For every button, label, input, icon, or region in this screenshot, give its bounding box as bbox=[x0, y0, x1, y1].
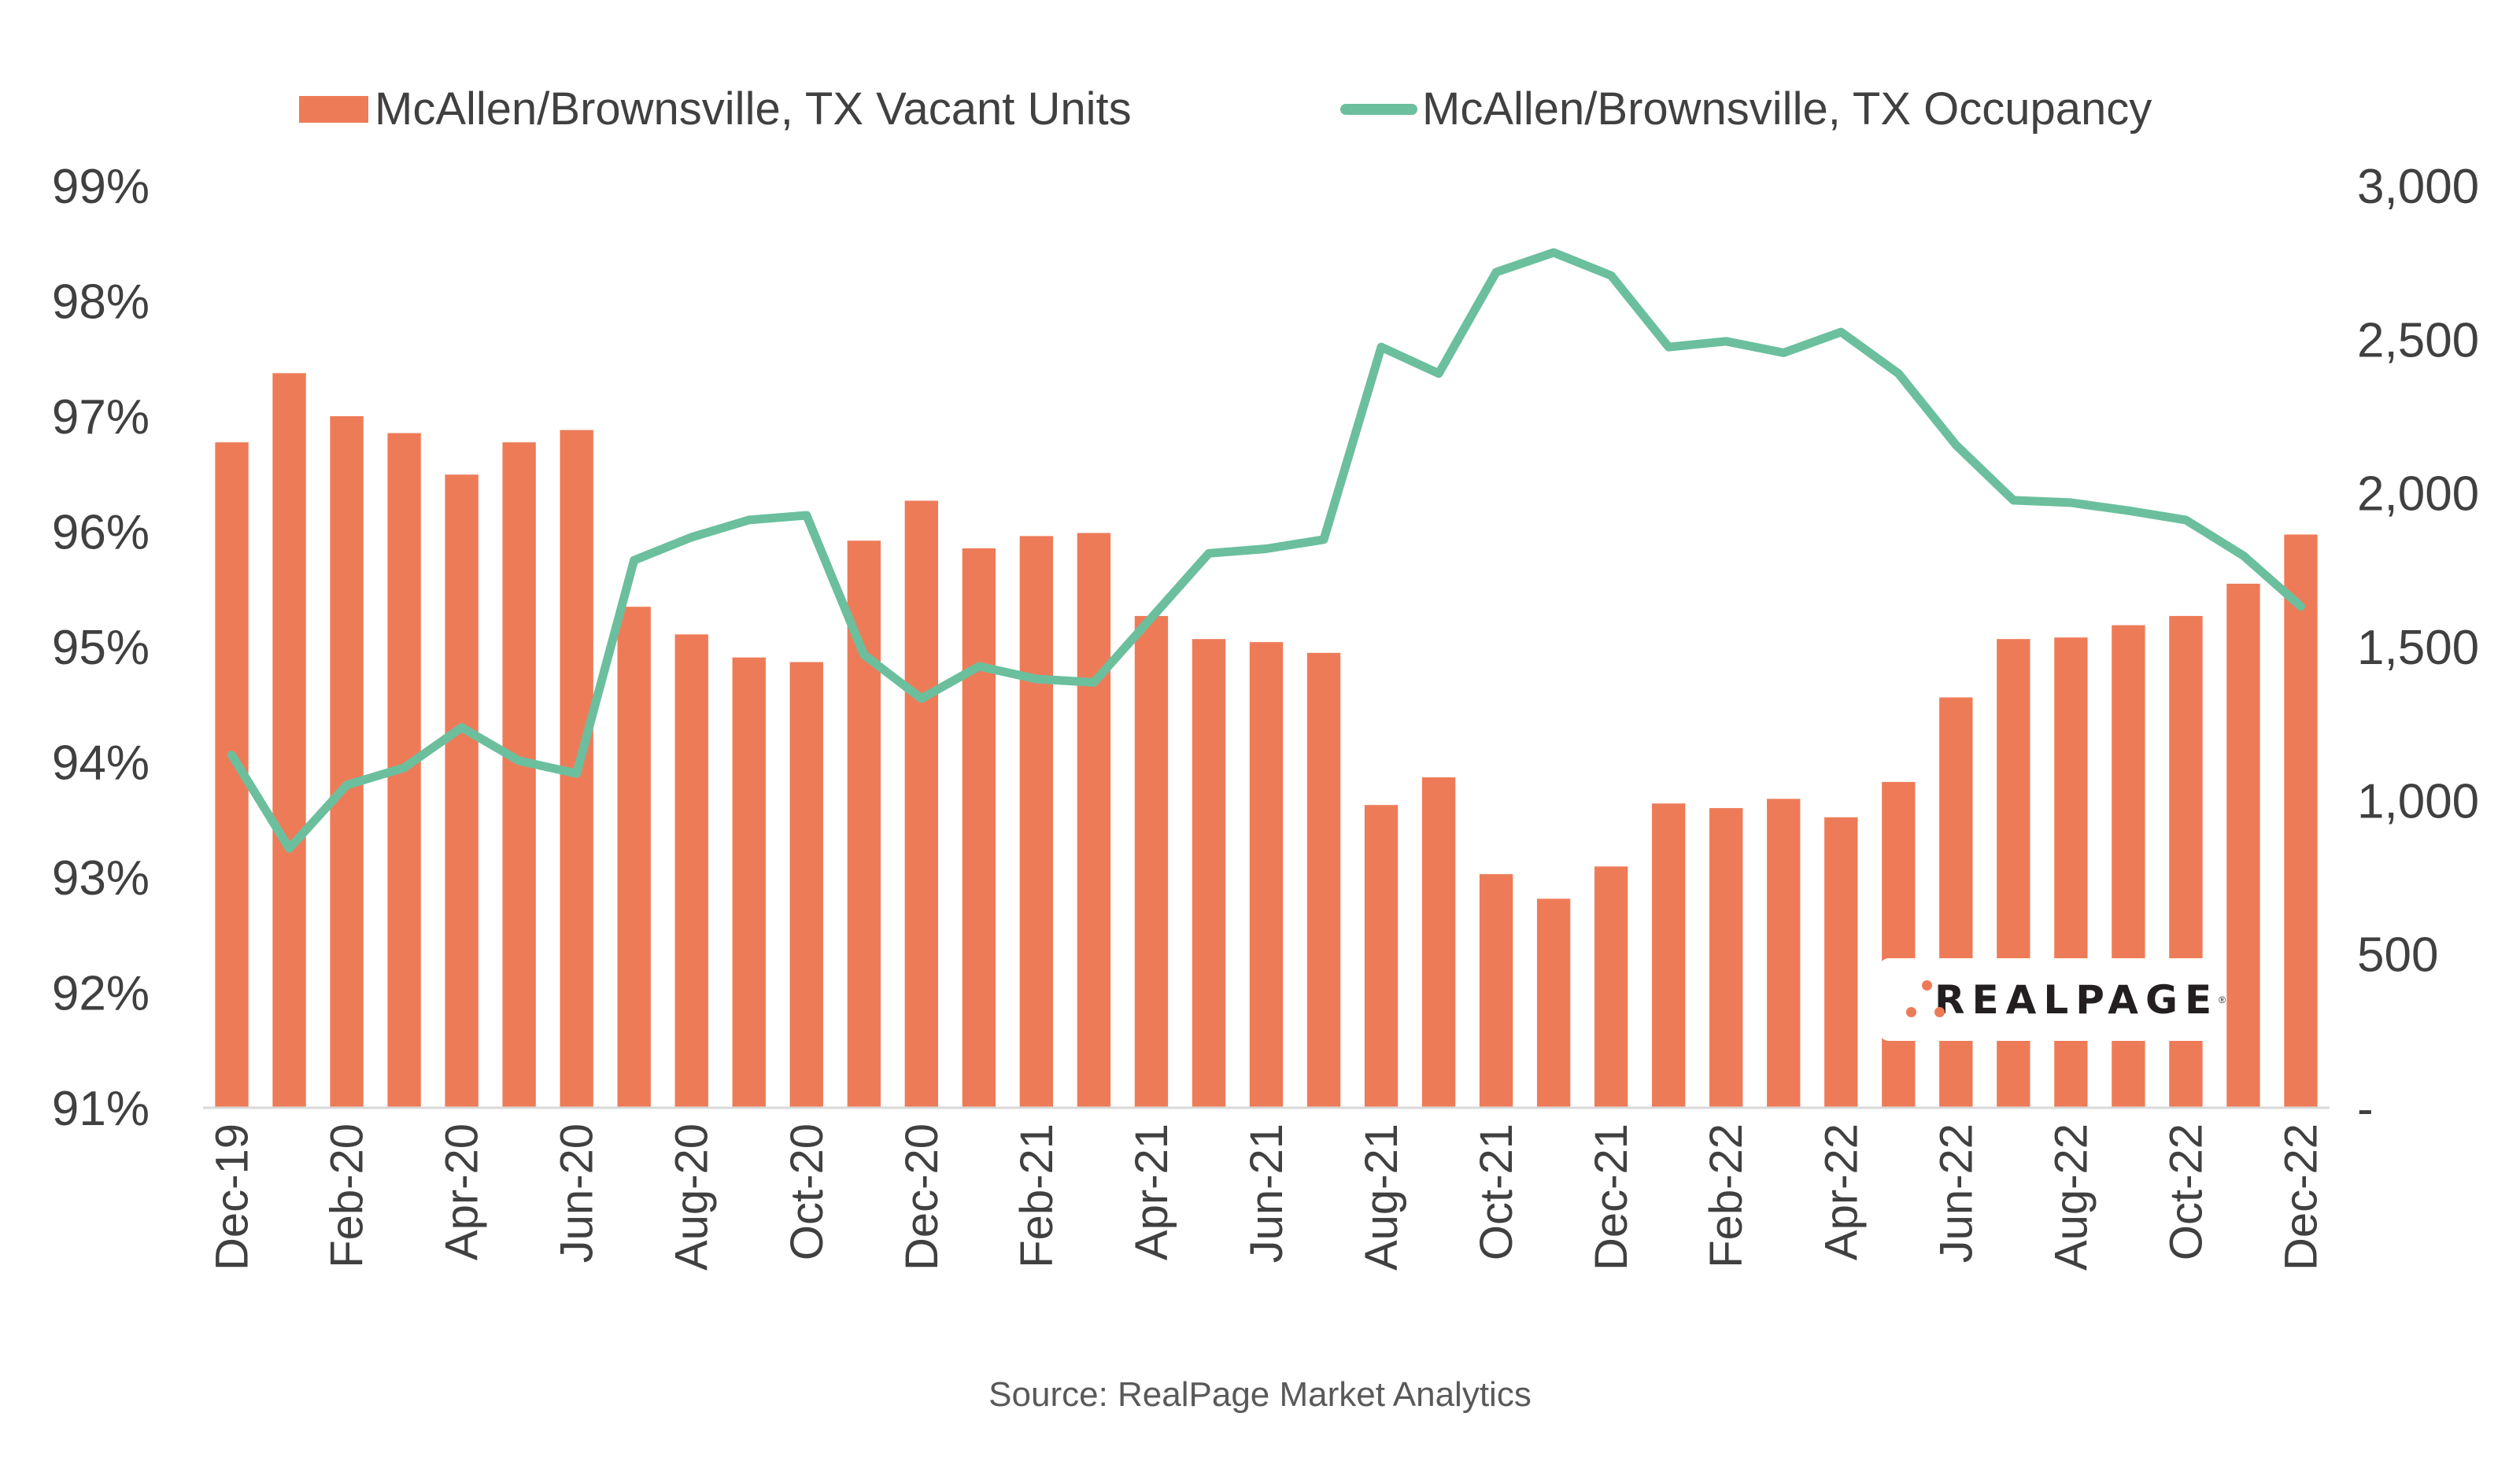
x-tick-label: Jun-21 bbox=[1241, 1123, 1292, 1263]
bar-apr-22 bbox=[1824, 817, 1858, 1108]
y-left-tick-label: 95% bbox=[52, 621, 150, 675]
x-tick-label: Dec-20 bbox=[896, 1123, 948, 1271]
legend-item-occupancy: McAllen/Brownsville, TX Occupancy bbox=[1340, 83, 2152, 135]
bar-apr-21 bbox=[1134, 615, 1169, 1108]
y-right-tick-label: - bbox=[2357, 1082, 2374, 1136]
bar-may-22 bbox=[1882, 781, 1916, 1108]
bar-jan-21 bbox=[962, 548, 996, 1108]
bar-apr-20 bbox=[445, 474, 479, 1108]
legend-swatch-vacant-units bbox=[299, 95, 368, 123]
bar-may-20 bbox=[502, 442, 536, 1108]
bar-mar-21 bbox=[1077, 533, 1111, 1108]
x-tick-label: Aug-20 bbox=[667, 1123, 718, 1271]
bar-aug-20 bbox=[674, 634, 708, 1108]
bar-jul-21 bbox=[1306, 652, 1341, 1108]
y-right-tick-label: 2,500 bbox=[2357, 313, 2479, 367]
y-axis-left: 91% 92% 93% 94% 95% 96% 97% 98% 99% bbox=[52, 160, 150, 1136]
x-tick-label: Apr-21 bbox=[1126, 1123, 1177, 1260]
x-tick-label: Jun-22 bbox=[1931, 1123, 1982, 1263]
legend-label-vacant-units: McAllen/Brownsville, TX Vacant Units bbox=[375, 83, 1132, 135]
legend-swatch-occupancy bbox=[1340, 103, 1417, 115]
realpage-logo-registered-mark: ® bbox=[2219, 994, 2226, 1005]
y-left-tick-label: 93% bbox=[52, 851, 150, 906]
x-tick-label: Feb-20 bbox=[322, 1123, 373, 1268]
x-axis-ticks: Dec-19 Feb-20 Apr-20 Jun-20 Aug-20 Oct-20 Dec-… bbox=[207, 1123, 2327, 1271]
legend: McAllen/Brownsville, TX Vacant Units McA… bbox=[0, 83, 2520, 146]
x-tick-label: Apr-22 bbox=[1816, 1123, 1867, 1260]
bar-feb-22 bbox=[1709, 808, 1743, 1108]
legend-item-vacant-units: McAllen/Brownsville, TX Vacant Units bbox=[299, 83, 1132, 135]
y-right-tick-label: 1,000 bbox=[2357, 774, 2479, 828]
bar-jun-22 bbox=[1939, 697, 1973, 1108]
x-tick-label: Aug-21 bbox=[1356, 1123, 1407, 1271]
bar-sep-21 bbox=[1421, 777, 1456, 1108]
bar-jul-20 bbox=[617, 607, 651, 1108]
y-left-tick-label: 96% bbox=[52, 506, 150, 560]
y-left-tick-label: 97% bbox=[52, 390, 150, 445]
y-left-tick-label: 98% bbox=[52, 275, 150, 330]
bar-aug-21 bbox=[1364, 805, 1399, 1108]
bar-sep-20 bbox=[732, 657, 766, 1108]
source-note: Source: RealPage Market Analytics bbox=[988, 1375, 1532, 1414]
bar-feb-20 bbox=[330, 416, 364, 1108]
x-tick-label: Dec-19 bbox=[207, 1123, 258, 1271]
occupancy-line-group bbox=[227, 248, 2305, 853]
y-left-tick-label: 99% bbox=[52, 160, 150, 214]
bar-oct-20 bbox=[789, 662, 823, 1108]
x-tick-label: Dec-21 bbox=[1586, 1123, 1637, 1271]
realpage-logo-dots bbox=[1900, 972, 1945, 1027]
bar-jan-22 bbox=[1652, 803, 1686, 1108]
bar-jan-20 bbox=[272, 373, 306, 1109]
bar-oct-21 bbox=[1479, 874, 1513, 1108]
x-tick-label: Aug-22 bbox=[2045, 1123, 2097, 1271]
x-tick-label: Oct-20 bbox=[781, 1123, 833, 1260]
x-tick-label: Jun-20 bbox=[552, 1123, 603, 1263]
y-right-tick-label: 3,000 bbox=[2357, 160, 2479, 214]
bar-dec-22 bbox=[2284, 534, 2318, 1108]
legend-label-occupancy: McAllen/Brownsville, TX Occupancy bbox=[1422, 83, 2152, 135]
bar-dec-21 bbox=[1594, 866, 1628, 1108]
bar-jun-21 bbox=[1249, 642, 1284, 1108]
x-tick-label: Oct-21 bbox=[1471, 1123, 1522, 1260]
bar-nov-21 bbox=[1536, 898, 1571, 1108]
x-tick-label: Feb-21 bbox=[1011, 1123, 1062, 1268]
realpage-logo: REALPAGE ® bbox=[1879, 958, 2226, 1041]
x-tick-label: Dec-22 bbox=[2275, 1123, 2326, 1271]
y-right-tick-label: 1,500 bbox=[2357, 621, 2479, 675]
y-right-tick-label: 500 bbox=[2357, 928, 2438, 983]
bar-feb-21 bbox=[1019, 536, 1054, 1108]
realpage-logo-text: REALPAGE bbox=[1934, 976, 2219, 1023]
vacant-units-bars bbox=[215, 373, 2318, 1109]
bar-mar-22 bbox=[1767, 799, 1801, 1108]
y-left-tick-label: 91% bbox=[52, 1082, 150, 1136]
bar-nov-22 bbox=[2226, 583, 2260, 1108]
x-tick-label: Feb-22 bbox=[1701, 1123, 1752, 1268]
y-right-tick-label: 2,000 bbox=[2357, 467, 2479, 522]
y-left-tick-label: 94% bbox=[52, 736, 150, 791]
x-tick-label: Apr-20 bbox=[437, 1123, 488, 1260]
bar-dec-20 bbox=[904, 500, 939, 1108]
y-left-tick-label: 92% bbox=[52, 967, 150, 1021]
bar-may-21 bbox=[1192, 639, 1226, 1108]
y-axis-right: - 500 1,000 1,500 2,000 2,500 3,000 bbox=[2357, 160, 2479, 1136]
x-tick-label: Oct-22 bbox=[2160, 1123, 2211, 1260]
